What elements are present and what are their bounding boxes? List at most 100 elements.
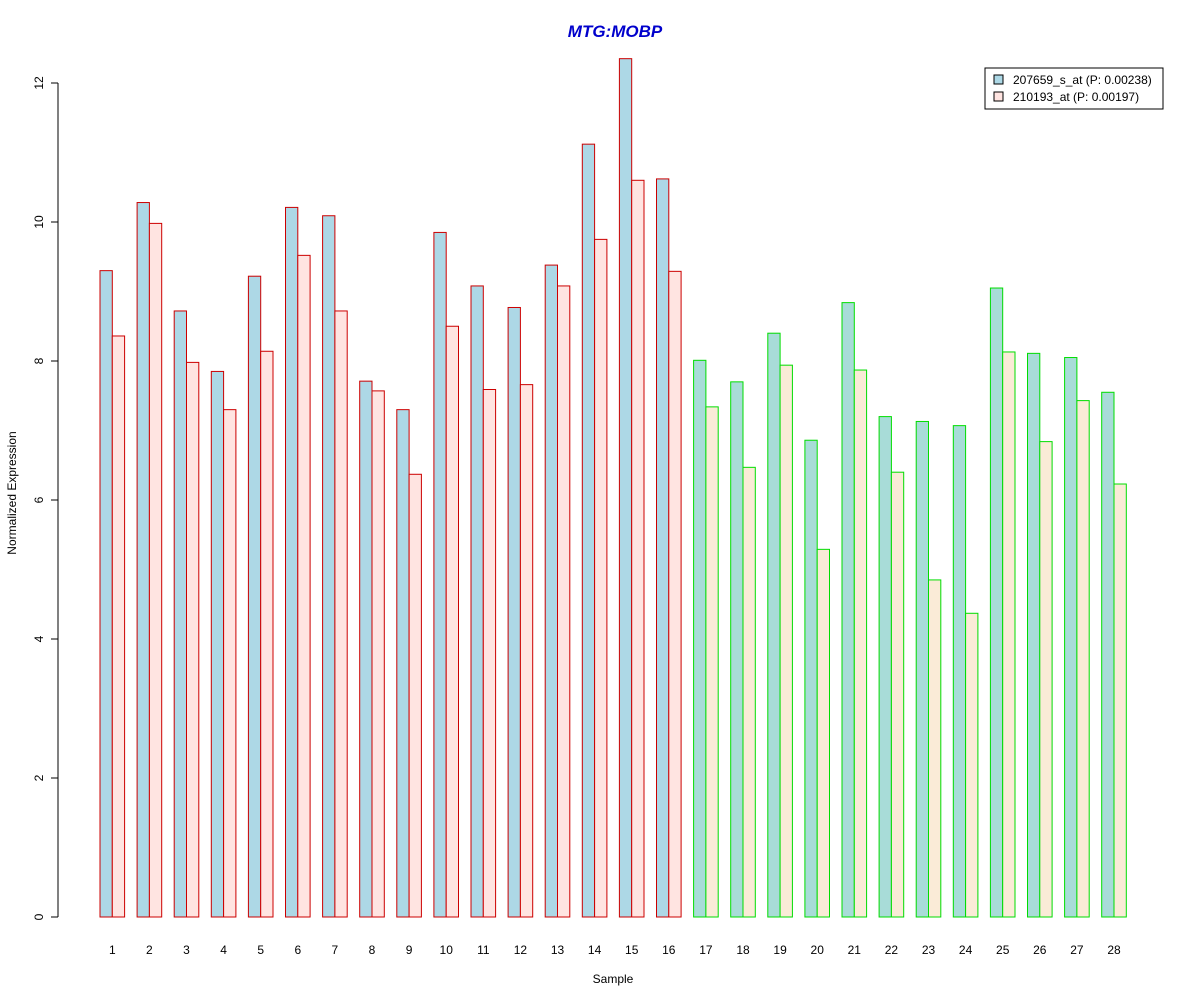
legend-box <box>984 67 1164 110</box>
bar-207659_s_at <box>581 143 596 918</box>
x-tick-label: 18 <box>736 943 750 957</box>
bar-210193_at <box>371 390 385 918</box>
bar-207659_s_at <box>656 178 670 918</box>
y-tick-label: 0 <box>32 913 46 920</box>
bar-207659_s_at <box>1064 357 1078 918</box>
bar-210193_at <box>668 270 682 918</box>
bar-207659_s_at <box>173 310 187 918</box>
bar-210193_at <box>223 409 237 918</box>
bar-210193_at <box>853 369 868 918</box>
legend-label-1: 207659_s_at (P: 0.00238) <box>1013 73 1152 87</box>
x-tick-label: 19 <box>773 943 787 957</box>
bar-210193_at <box>297 254 311 918</box>
x-tick-label: 24 <box>959 943 973 957</box>
bar-207659_s_at <box>247 275 262 918</box>
y-axis-label: Normalized Expression <box>5 431 19 554</box>
bar-210193_at <box>705 406 719 918</box>
bar-210193_at <box>111 335 126 918</box>
x-tick-label: 22 <box>885 943 899 957</box>
bar-207659_s_at <box>618 58 633 918</box>
bar-207659_s_at <box>507 306 521 918</box>
legend-label-2: 210193_at (P: 0.00197) <box>1013 90 1139 104</box>
bar-210193_at <box>1113 483 1127 918</box>
x-tick-label: 4 <box>220 943 227 957</box>
x-tick-label: 11 <box>477 943 490 957</box>
x-tick-label: 3 <box>183 943 190 957</box>
x-tick-label: 23 <box>922 943 936 957</box>
y-axis: 0 2 4 6 8 10 12 <box>32 76 59 920</box>
bar-207659_s_at <box>322 215 336 918</box>
bar-210193_at <box>928 579 942 918</box>
x-tick-label: 14 <box>588 943 602 957</box>
bar-210193_at <box>334 310 348 918</box>
bar-210193_at <box>816 548 831 918</box>
bar-207659_s_at <box>99 270 113 918</box>
x-tick-label: 25 <box>996 943 1010 957</box>
bar-210193_at <box>557 285 571 918</box>
x-tick-label: 21 <box>848 943 862 957</box>
x-tick-label: 26 <box>1033 943 1047 957</box>
x-tick-label: 9 <box>406 943 413 957</box>
x-tick-label: 12 <box>514 943 528 957</box>
x-tick-label: 28 <box>1107 943 1121 957</box>
bar-207659_s_at <box>359 380 373 918</box>
bar-210193_at <box>260 350 274 918</box>
y-tick-label: 6 <box>32 496 46 503</box>
x-axis-label: Sample <box>593 972 634 986</box>
x-tick-label: 17 <box>699 943 713 957</box>
x-tick-label: 16 <box>662 943 676 957</box>
bar-207659_s_at <box>396 409 410 918</box>
bar-207659_s_at <box>1027 352 1041 918</box>
bar-210193_at <box>779 364 793 918</box>
bar-207659_s_at <box>433 231 447 918</box>
bar-207659_s_at <box>878 416 892 918</box>
bar-210193_at <box>890 471 905 918</box>
bar-210193_at <box>1002 351 1016 918</box>
bar-210193_at <box>408 473 422 918</box>
bar-207659_s_at <box>767 332 781 918</box>
legend: 207659_s_at (P: 0.00238) 210193_at (P: 0… <box>984 67 1164 110</box>
x-tick-label: 6 <box>294 943 301 957</box>
bar-210193_at <box>482 388 497 918</box>
bar-210193_at <box>148 222 163 918</box>
x-tick-label: 5 <box>257 943 264 957</box>
bar-207659_s_at <box>989 287 1004 918</box>
legend-swatch-1 <box>993 74 1004 85</box>
x-tick-label: 7 <box>332 943 339 957</box>
bar-207659_s_at <box>544 264 559 918</box>
y-tick-label: 10 <box>32 215 46 229</box>
bar-207659_s_at <box>470 285 484 918</box>
x-tick-label: 27 <box>1070 943 1084 957</box>
x-axis: 1 2 3 4 5 6 7 8 9 10 11 12 13 14 15 16 17 18 19 20 21 22 23 24 2… <box>109 943 1121 957</box>
chart-title: MTG:MOBP <box>568 22 663 41</box>
bar-207659_s_at <box>804 439 818 918</box>
bar-210193_at <box>742 466 756 918</box>
x-tick-label: 8 <box>369 943 376 957</box>
bar-207659_s_at <box>730 381 744 918</box>
bar-210193_at <box>965 612 979 918</box>
bars <box>99 58 1127 918</box>
bar-210193_at <box>445 325 460 918</box>
bar-207659_s_at <box>915 420 930 918</box>
x-tick-label: 20 <box>811 943 825 957</box>
bar-207659_s_at <box>1101 391 1115 918</box>
bar-207659_s_at <box>210 370 225 918</box>
bar-210193_at <box>1076 400 1090 918</box>
bar-210193_at <box>631 179 645 918</box>
x-tick-label: 2 <box>146 943 153 957</box>
bar-207659_s_at <box>136 202 150 918</box>
bar-210193_at <box>594 238 608 918</box>
bar-210193_at <box>1039 441 1053 918</box>
x-tick-label: 13 <box>551 943 565 957</box>
bar-207659_s_at <box>841 302 855 918</box>
bar-207659_s_at <box>952 425 967 918</box>
y-tick-label: 2 <box>32 774 46 781</box>
y-tick-label: 8 <box>32 357 46 364</box>
legend-swatch-2 <box>993 91 1004 102</box>
x-tick-label: 15 <box>625 943 639 957</box>
bar-210193_at <box>519 384 534 918</box>
bar-210193_at <box>186 361 200 918</box>
y-tick-label: 4 <box>32 635 46 642</box>
x-tick-label: 10 <box>440 943 454 957</box>
